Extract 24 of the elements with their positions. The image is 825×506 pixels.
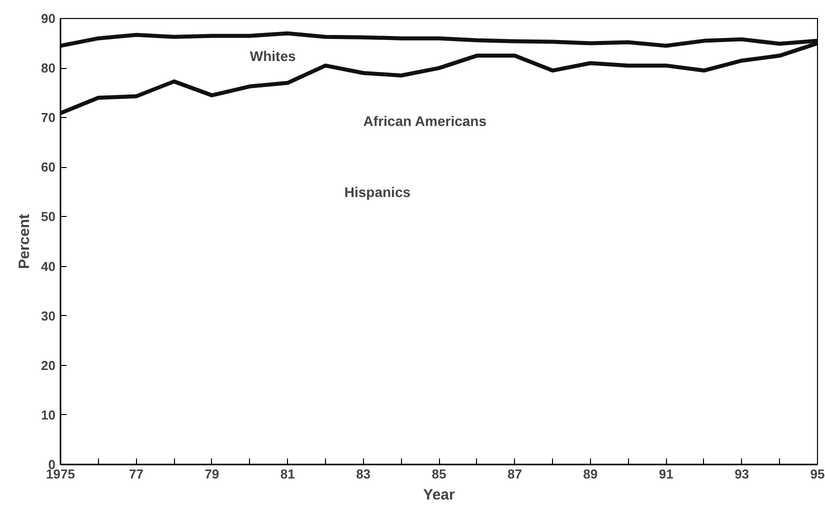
- x-tick-label: 87: [507, 466, 522, 482]
- x-tick-label: 83: [356, 466, 371, 482]
- y-tick-label: 60: [41, 160, 56, 175]
- x-tick-label: 89: [583, 466, 598, 482]
- y-tick-label: 70: [41, 110, 56, 126]
- y-tick-label: 10: [41, 407, 56, 422]
- x-tick-label: 85: [432, 466, 446, 482]
- x-tick-label: 79: [204, 466, 220, 482]
- y-tick-label: 50: [41, 209, 56, 224]
- y-tick-label: 90: [41, 11, 56, 26]
- x-tick-label: 91: [658, 466, 674, 482]
- x-axis-title: Year: [423, 486, 456, 504]
- x-tick-label: 93: [734, 466, 750, 482]
- x-tick-label: 95: [810, 466, 825, 482]
- y-tick-label: 40: [41, 258, 56, 274]
- y-axis-title: Percent: [16, 214, 34, 270]
- annotation: Hispanics: [344, 184, 411, 200]
- x-tick-label: 77: [128, 466, 144, 482]
- text: African Americans: [363, 113, 487, 130]
- y-tick-label: 20: [41, 358, 56, 373]
- series-label: Whites: [250, 48, 296, 64]
- x-tick-label: 81: [280, 466, 295, 482]
- y-tick-label: 30: [41, 308, 56, 324]
- y-tick-label: 80: [41, 60, 56, 76]
